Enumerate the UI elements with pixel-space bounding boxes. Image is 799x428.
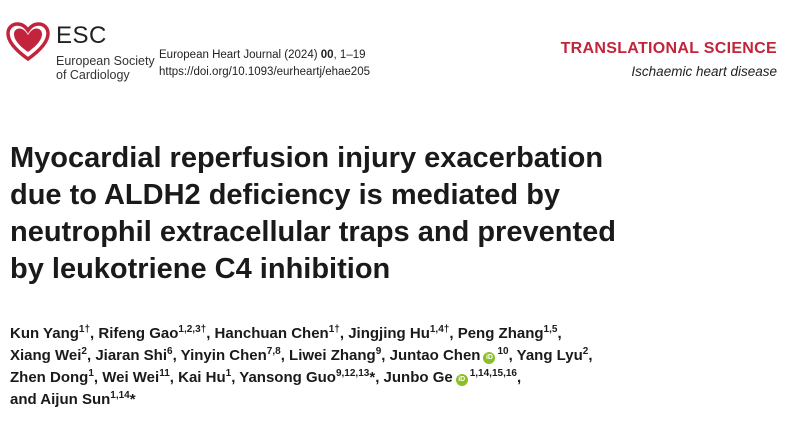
journal-citation: European Heart Journal (2024) 00, 1–19 h… bbox=[159, 47, 370, 81]
heart-logo-icon bbox=[6, 22, 50, 62]
author-name[interactable]: Kun Yang bbox=[10, 325, 79, 342]
author-affiliation-sup: 2 bbox=[582, 346, 589, 357]
author-separator: , bbox=[231, 369, 240, 386]
author-affiliation-sup: 1,14 bbox=[110, 390, 130, 401]
author-name[interactable]: Junbo Ge bbox=[383, 369, 453, 386]
author-separator: , bbox=[206, 325, 215, 342]
author-affiliation-sup: 1† bbox=[328, 324, 340, 335]
author-separator: , bbox=[516, 369, 522, 386]
author-line: Zhen Dong1, Wei Wei11, Kai Hu1, Yansong … bbox=[10, 367, 790, 389]
author-separator: , bbox=[588, 347, 593, 364]
author-affiliation-sup: 6 bbox=[167, 346, 173, 357]
article-section: TRANSLATIONAL SCIENCE Ischaemic heart di… bbox=[561, 40, 777, 79]
author-name[interactable]: Yansong Guo bbox=[239, 369, 336, 386]
author-affiliation-sup: 9 bbox=[375, 346, 382, 357]
logo-line-2: of Cardiology bbox=[56, 68, 130, 82]
author-separator: , bbox=[90, 325, 99, 342]
author-separator: , bbox=[339, 325, 349, 342]
author-affiliation-sup: 7,8 bbox=[266, 346, 281, 357]
author-name[interactable]: Jingjing Hu bbox=[348, 325, 430, 342]
orcid-icon[interactable]: iD bbox=[483, 352, 496, 364]
author-affiliation-sup: 1,14,15,16 bbox=[469, 368, 517, 379]
author-affiliation-sup: 11 bbox=[159, 368, 170, 379]
article-title: Myocardial reperfusion injury exacerbati… bbox=[10, 140, 790, 288]
author-affiliation-sup: 1 bbox=[88, 368, 94, 379]
title-line: Myocardial reperfusion injury exacerbati… bbox=[10, 142, 604, 174]
author-name[interactable]: Hanchuan Chen bbox=[214, 325, 329, 342]
journal-doi-link[interactable]: https://doi.org/10.1093/eurheartj/ehae20… bbox=[159, 66, 370, 78]
section-subtitle: Ischaemic heart disease bbox=[631, 64, 777, 79]
journal-name: European Heart Journal (2024) bbox=[159, 49, 321, 61]
author-list: Kun Yang1†, Rifeng Gao1,2,3†, Hanchuan C… bbox=[10, 323, 790, 411]
author-separator: , bbox=[375, 369, 384, 386]
author-affiliation-sup: 9,12,13 bbox=[335, 368, 370, 379]
author-name[interactable]: Wei Wei bbox=[102, 369, 160, 386]
author-separator: , bbox=[557, 325, 562, 342]
author-affiliation-sup: 1,2,3† bbox=[178, 324, 207, 335]
author-line: and Aijun Sun1,14* bbox=[10, 389, 790, 411]
author-affiliation-sup: 1,5 bbox=[543, 324, 558, 335]
author-affiliation-sup: 1,4† bbox=[429, 324, 450, 335]
author-separator: , bbox=[169, 369, 179, 386]
logo-abbreviation: ESC bbox=[56, 22, 107, 49]
author-name[interactable]: Yang Lyu bbox=[516, 347, 583, 364]
author-name[interactable]: Liwei Zhang bbox=[289, 347, 376, 364]
author-line: Xiang Wei2, Jiaran Shi6, Yinyin Chen7,8,… bbox=[10, 345, 790, 367]
journal-pages: , 1–19 bbox=[333, 49, 366, 61]
author-name[interactable]: and Aijun Sun bbox=[10, 391, 111, 408]
author-name[interactable]: Juntao Chen bbox=[389, 347, 481, 364]
author-name[interactable]: Xiang Wei bbox=[10, 347, 82, 364]
logo-line-1: European Society bbox=[56, 54, 155, 68]
author-affiliation-sup: 10 bbox=[497, 346, 509, 357]
author-name[interactable]: Peng Zhang bbox=[457, 325, 544, 342]
esc-logo: ESC European Society of Cardiology bbox=[6, 20, 156, 92]
corresponding-author-mark: * bbox=[129, 391, 136, 408]
author-separator: , bbox=[449, 325, 458, 342]
author-name[interactable]: Zhen Dong bbox=[10, 369, 89, 386]
author-separator: , bbox=[381, 347, 390, 364]
author-affiliation-sup: 1† bbox=[78, 324, 91, 335]
author-separator: , bbox=[93, 369, 103, 386]
author-separator: , bbox=[280, 347, 290, 364]
section-title: TRANSLATIONAL SCIENCE bbox=[560, 40, 777, 57]
corresponding-author-mark: * bbox=[369, 369, 376, 386]
journal-volume: 00 bbox=[320, 49, 334, 61]
author-affiliation-sup: 2 bbox=[81, 346, 87, 357]
author-name[interactable]: Rifeng Gao bbox=[98, 325, 179, 342]
author-separator: , bbox=[86, 347, 96, 364]
author-name[interactable]: Jiaran Shi bbox=[95, 347, 168, 364]
author-separator: , bbox=[172, 347, 181, 364]
title-line: by leukotriene C4 inhibition bbox=[10, 253, 391, 285]
author-affiliation-sup: 1 bbox=[225, 368, 232, 379]
journal-reference: European Heart Journal (2024) 00, 1–19 bbox=[159, 47, 370, 64]
title-line: neutrophil extracellular traps and preve… bbox=[10, 216, 616, 248]
author-name[interactable]: Kai Hu bbox=[178, 369, 226, 386]
author-separator: , bbox=[508, 347, 517, 364]
author-line: Kun Yang1†, Rifeng Gao1,2,3†, Hanchuan C… bbox=[10, 323, 790, 345]
orcid-icon[interactable]: iD bbox=[455, 374, 468, 386]
author-name[interactable]: Yinyin Chen bbox=[180, 347, 267, 364]
title-line: due to ALDH2 deficiency is mediated by bbox=[10, 179, 561, 211]
logo-society-name: European Society of Cardiology bbox=[56, 54, 155, 82]
